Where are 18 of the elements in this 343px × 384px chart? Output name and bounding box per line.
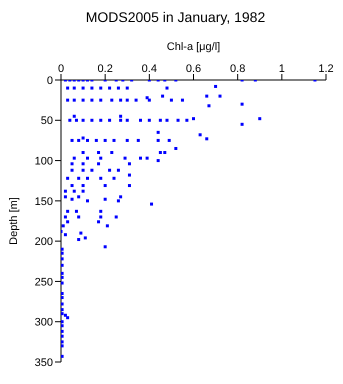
x-tick-label: 0.8: [230, 63, 246, 75]
x-tick-label: 1: [278, 63, 285, 75]
x-tick-label: 0.2: [98, 63, 113, 75]
y-tick-label: 150: [34, 196, 53, 208]
x-tick-label: 0.4: [142, 63, 157, 75]
y-tick-label: 0: [46, 74, 53, 87]
x-axis-title: Chl-a [μg/l]: [166, 40, 220, 53]
x-tick-label: 1.2: [318, 63, 334, 75]
x-tick-label: 0.6: [186, 63, 202, 75]
y-axis-title: Depth [m]: [8, 197, 20, 245]
y-tick-label: 350: [34, 356, 53, 369]
y-tick-label: 300: [34, 316, 53, 329]
chart-title: MODS2005 in January, 1982: [84, 8, 266, 27]
y-tick-label: 100: [34, 155, 53, 168]
y-tick-label: 200: [34, 236, 53, 248]
x-tick-label: 0: [58, 63, 64, 75]
y-tick-label: 50: [40, 115, 53, 128]
y-tick-label: 250: [34, 276, 53, 288]
